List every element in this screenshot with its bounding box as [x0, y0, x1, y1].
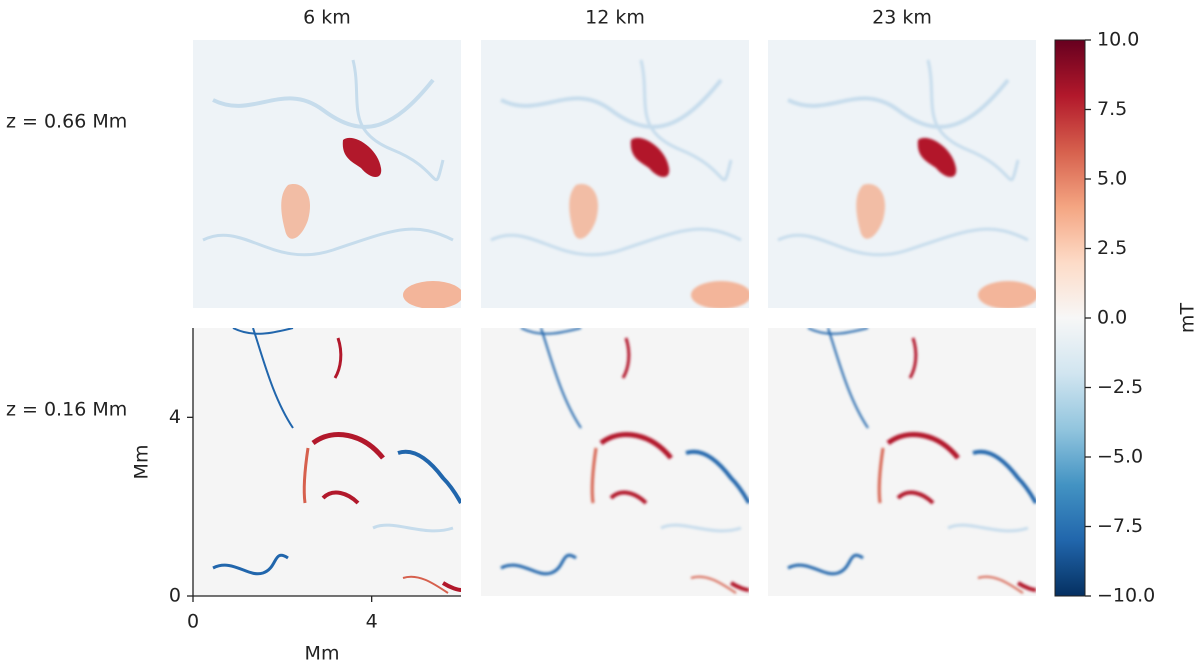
field-feature	[877, 447, 885, 504]
colorbar-tick-label: −5.0	[1097, 446, 1143, 468]
colorbar-tick-label: −2.5	[1097, 376, 1143, 398]
field-feature	[972, 449, 1036, 505]
row-label: z = 0.66 Mm	[6, 111, 127, 133]
field-feature	[827, 328, 869, 429]
field	[212, 328, 461, 594]
column-title: 23 km	[872, 7, 932, 29]
field	[500, 328, 749, 594]
field	[490, 59, 749, 308]
field-feature	[342, 137, 382, 177]
field-feature	[917, 137, 957, 177]
panel-background	[768, 328, 1036, 596]
field-feature	[621, 337, 631, 379]
panel-background	[768, 40, 1036, 308]
field-feature	[978, 281, 1036, 308]
field-feature	[947, 523, 1029, 533]
panel	[768, 328, 1036, 596]
column-title: 12 km	[585, 7, 645, 29]
field-feature	[787, 78, 1010, 129]
panel-background	[193, 40, 461, 308]
field-feature	[569, 184, 599, 239]
field-feature	[321, 490, 360, 505]
panel	[193, 40, 461, 308]
field-feature	[908, 337, 918, 379]
field	[202, 59, 461, 308]
field-feature	[729, 581, 749, 592]
field-feature	[202, 227, 454, 257]
field-feature	[691, 281, 749, 308]
x-tick-label: 4	[366, 611, 378, 633]
field	[787, 328, 1036, 594]
colorbar-label: mT	[1177, 303, 1199, 334]
colorbar	[1054, 39, 1086, 597]
panel	[481, 328, 749, 596]
panel-background	[193, 328, 461, 596]
colorbar-tick-label: 0.0	[1097, 307, 1127, 329]
field-feature	[232, 328, 294, 335]
field-feature	[977, 575, 1024, 594]
field-feature	[787, 553, 864, 576]
field-feature	[896, 490, 935, 505]
field-feature	[886, 432, 960, 460]
field-feature	[630, 137, 670, 177]
x-axis-label: Mm	[305, 643, 340, 665]
field-feature	[777, 227, 1029, 257]
field-feature	[402, 575, 449, 594]
field-feature	[397, 449, 461, 505]
field-feature	[212, 78, 435, 129]
field-feature	[926, 59, 1020, 182]
field-feature	[351, 59, 445, 182]
column-title: 6 km	[303, 7, 351, 29]
field-feature	[500, 78, 723, 129]
field-feature	[807, 328, 869, 335]
field-feature	[252, 328, 294, 429]
field-feature	[490, 227, 742, 257]
field-feature	[639, 59, 733, 182]
panel	[193, 328, 461, 596]
field-feature	[660, 523, 742, 533]
panel-background	[481, 40, 749, 308]
field-feature	[520, 328, 582, 335]
panel	[768, 40, 1036, 308]
field-feature	[212, 553, 289, 576]
field	[777, 59, 1036, 308]
field-feature	[540, 328, 582, 429]
colorbar-tick-label: 10.0	[1097, 29, 1139, 51]
field-feature	[599, 432, 673, 460]
field-feature	[311, 432, 385, 460]
field-feature	[1016, 581, 1036, 592]
field-feature	[333, 337, 343, 379]
field-feature	[372, 523, 454, 533]
field-feature	[609, 490, 648, 505]
colorbar-tick-label: 5.0	[1097, 168, 1127, 190]
field-feature	[590, 447, 598, 504]
field-feature	[500, 553, 577, 576]
field-feature	[403, 281, 461, 308]
panel	[481, 40, 749, 308]
panel-background	[481, 328, 749, 596]
field-feature	[685, 449, 749, 505]
field-feature	[302, 447, 310, 504]
x-tick-label: 0	[187, 611, 199, 633]
y-tick-label: 4	[169, 406, 181, 428]
colorbar-tick-label: 7.5	[1097, 98, 1127, 120]
field-feature	[690, 575, 737, 594]
colorbar-tick-label: −10.0	[1097, 585, 1155, 607]
y-axis-label: Mm	[131, 445, 153, 480]
row-label: z = 0.16 Mm	[6, 399, 127, 421]
colorbar-tick-label: 2.5	[1097, 237, 1127, 259]
colorbar-tick-label: −7.5	[1097, 515, 1143, 537]
y-tick-label: 0	[169, 585, 181, 607]
field-feature	[856, 184, 886, 239]
field-feature	[441, 581, 461, 592]
field-feature	[281, 184, 311, 239]
